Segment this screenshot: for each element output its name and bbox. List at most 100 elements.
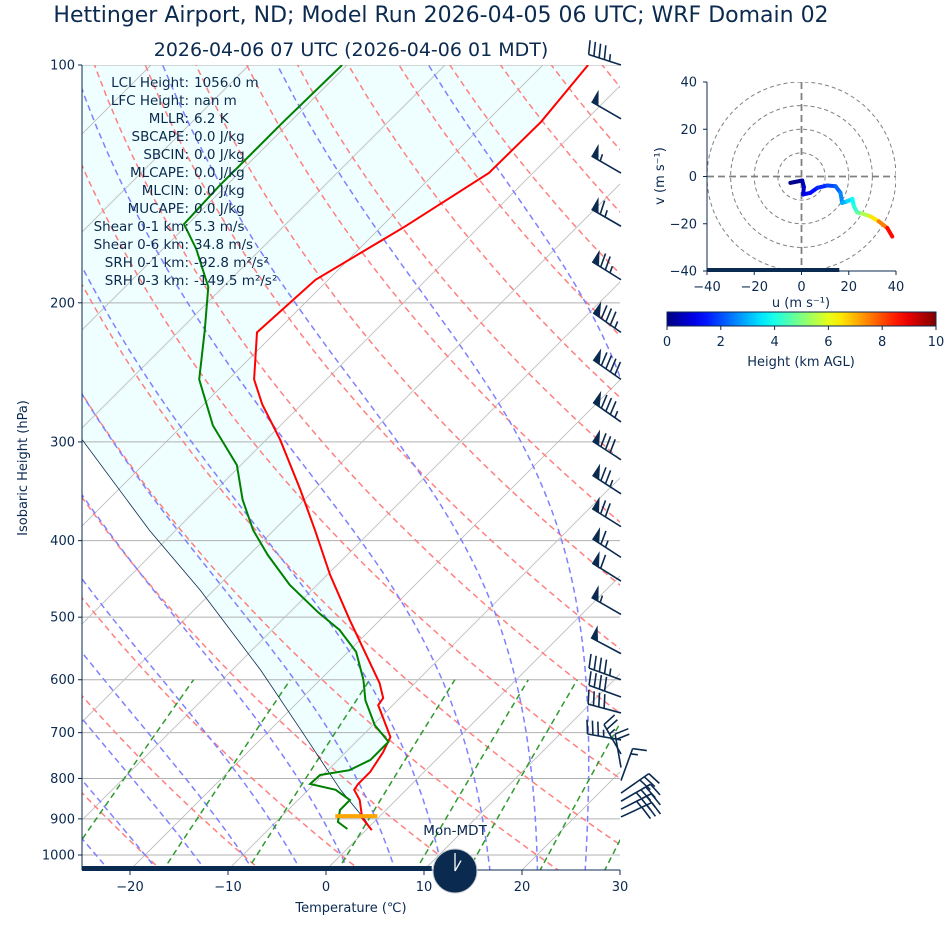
dry-adiabat (398, 65, 620, 337)
isotherm (82, 281, 620, 821)
y-tick-label: 800 (50, 772, 75, 787)
index-label: SRH 0-3 km: (105, 273, 189, 289)
index-label: Shear 0-1 km: (94, 219, 189, 235)
hodograph: 40 20 0 −20 −40−40 −20 0 20 40 u (m s⁻¹) v (m s⁻¹) (653, 76, 904, 312)
moist-adiabat (82, 717, 207, 870)
dry-adiabat (653, 65, 945, 872)
wind-barb (592, 348, 622, 381)
colorbar-tick-label: 4 (770, 335, 778, 350)
index-label: LFC Height: (111, 93, 189, 109)
wind-barb (590, 625, 622, 655)
wind-barb (591, 585, 622, 616)
wind-barb (592, 390, 622, 423)
hodo-x-tick-label: −40 (693, 280, 720, 295)
mixing-ratio-line (651, 680, 749, 872)
index-value: -149.5 m²/s² (194, 273, 277, 289)
wind-barb (587, 689, 622, 714)
y-tick-label: 700 (50, 726, 75, 741)
isotherm (423, 673, 620, 870)
isotherm (521, 771, 620, 870)
dry-adiabat (754, 65, 945, 872)
index-label: Shear 0-6 km: (94, 237, 189, 253)
hodo-progress-bar (707, 268, 840, 272)
index-value: 6.2 K (194, 111, 230, 127)
index-label: MUCAPE: (128, 201, 189, 217)
wind-barb (620, 783, 661, 802)
y-tick-label: 300 (50, 435, 75, 450)
skewt-profiles (82, 65, 589, 831)
x-tick-label: 10 (416, 880, 433, 895)
index-label: SBCIN: (143, 147, 189, 163)
isotherm (82, 85, 620, 625)
dry-adiabat (296, 65, 620, 461)
colorbar-tick-label: 10 (928, 335, 945, 350)
wind-barb (592, 527, 622, 559)
dry-adiabat (550, 65, 620, 151)
wind-barb (591, 496, 622, 528)
x-tick-label: −20 (116, 880, 143, 895)
dry-adiabat (0, 65, 64, 872)
wind-barb (620, 772, 660, 794)
y-tick-label: 100 (50, 59, 75, 74)
index-label: MLCIN: (142, 183, 189, 199)
dry-adiabat (856, 65, 945, 872)
index-label: LCL Height: (111, 75, 189, 91)
index-label: SRH 0-1 km: (105, 255, 189, 271)
wind-barb (587, 40, 622, 66)
y-tick-label: 400 (50, 534, 75, 549)
index-value: 1056.0 m (194, 75, 259, 91)
index-value: 0.0 J/kg (194, 129, 245, 145)
isotherm (82, 65, 544, 527)
dry-adiabat (499, 65, 620, 213)
wind-barb (620, 747, 647, 781)
index-value: -92.8 m²/s² (194, 255, 269, 271)
colorbar-tick-label: 2 (717, 335, 725, 350)
mixing-ratio-line (415, 679, 529, 870)
thermo-indices: LCL Height: 1056.0 m LFC Height: nan m MLLR:… (94, 75, 278, 289)
moist-adiabat (82, 86, 491, 870)
skewt-background-lines (0, 65, 945, 872)
colorbar-label: Height (km AGL) (747, 355, 855, 370)
hodo-x-tick-label: 0 (797, 280, 805, 295)
index-value: 34.8 m/s (194, 237, 253, 253)
hodo-x-tick-label: −20 (741, 280, 768, 295)
index-value: 0.0 J/kg (194, 147, 245, 163)
clock-widget: Mon-MDT (423, 823, 488, 894)
mixing-ratio-line (603, 838, 620, 870)
index-value: nan m (194, 93, 237, 109)
dry-adiabat (82, 596, 361, 870)
height-colorbar: 0 2 4 6 8 10 Height (km AGL) (663, 311, 945, 370)
y-tick-label: 900 (50, 812, 75, 827)
x-tick-label: 30 (612, 880, 629, 895)
hodo-y-tick-label: 20 (680, 123, 697, 138)
moist-adiabat (82, 392, 397, 870)
clock-hour-hand (454, 860, 462, 872)
isotherm (619, 869, 620, 870)
hodo-x-tick-label: 40 (888, 280, 905, 295)
mixing-ratio-line (246, 679, 371, 870)
colorbar-tick-label: 0 (663, 335, 671, 350)
dry-adiabat (82, 496, 461, 870)
x-tick-label: 20 (514, 880, 531, 895)
index-label: MLCAPE: (130, 165, 189, 181)
wind-barb (588, 653, 622, 681)
y-tick-label: 600 (50, 673, 75, 688)
moist-adiabat (161, 65, 539, 870)
wind-barb (592, 429, 622, 461)
index-label: SBCAPE: (132, 129, 189, 145)
hodo-x-tick-label: 20 (840, 280, 857, 295)
y-axis-label: Isobaric Height (hPa) (16, 400, 31, 536)
isotherm (82, 65, 250, 233)
isotherm (129, 379, 620, 870)
x-tick-label: 0 (322, 880, 330, 895)
wind-barb (591, 551, 622, 582)
timeline-progress-bar (82, 866, 432, 871)
figure-title: Hettinger Airport, ND; Model Run 2026-04… (53, 3, 828, 28)
wind-barbs (586, 40, 662, 820)
isotherm (82, 183, 620, 723)
chart-subtitle: 2026-04-06 07 UTC (2026-04-06 01 MDT) (154, 39, 549, 61)
colorbar-tick-label: 6 (824, 335, 832, 350)
index-value: 0.0 J/kg (194, 165, 245, 181)
skewt-axes: 100 200 300 400 500 600 700 800 900 1000 −20 −10 0 10… (16, 59, 628, 917)
